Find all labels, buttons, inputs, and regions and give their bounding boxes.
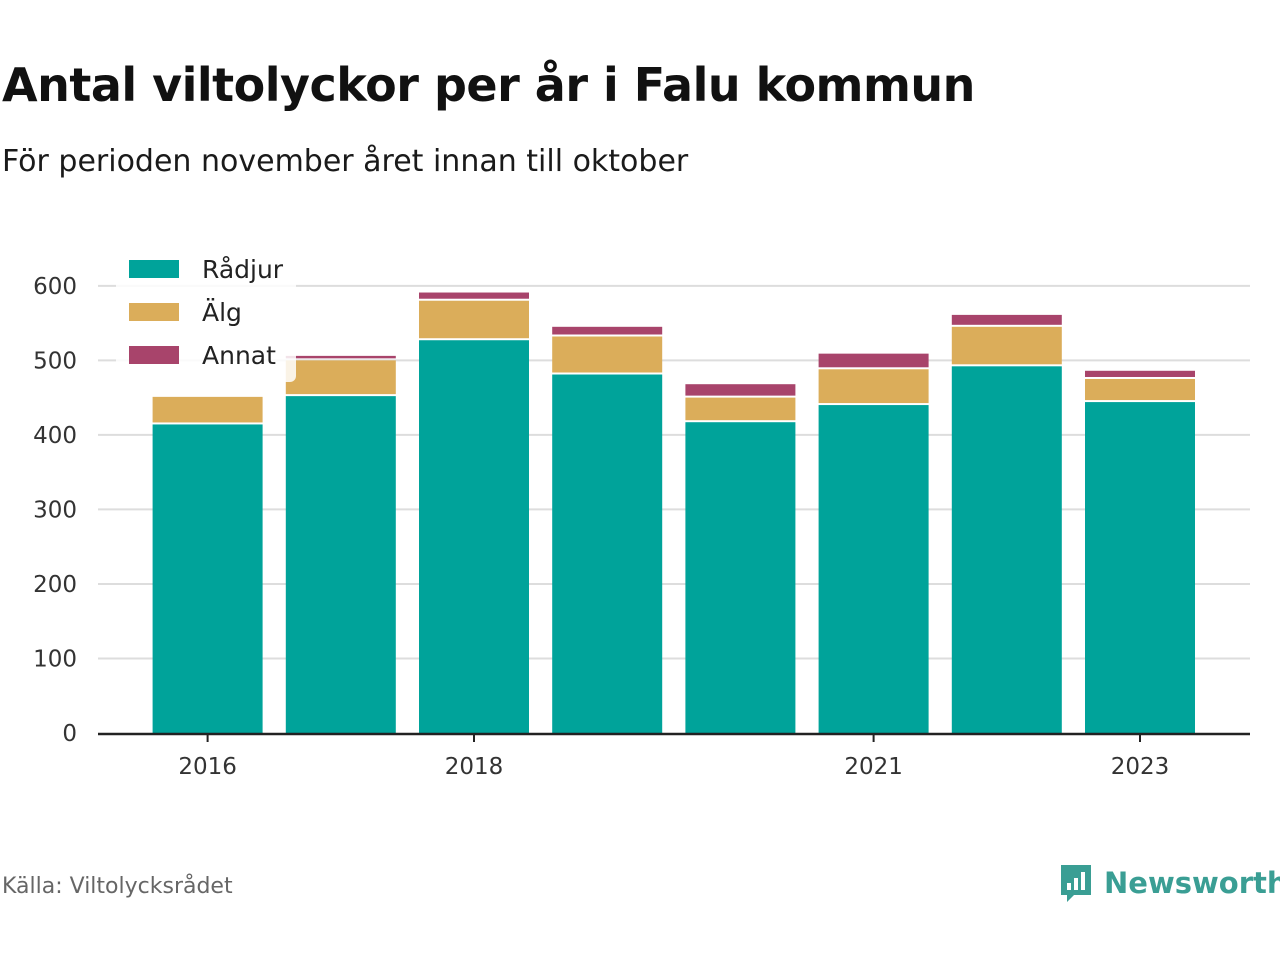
legend-label: Annat xyxy=(202,341,276,370)
y-tick-label: 200 xyxy=(33,572,77,598)
bar-segment xyxy=(818,405,929,733)
chart-subtitle: För perioden november året innan till ok… xyxy=(2,144,689,179)
bar-segment xyxy=(419,300,529,339)
bar-segment xyxy=(285,396,396,733)
bar-segment xyxy=(1085,370,1195,377)
y-tick-label: 400 xyxy=(33,423,77,449)
bar-segment xyxy=(152,424,263,733)
bar-segment xyxy=(552,336,663,373)
brand-logo: Newsworthy xyxy=(1058,862,1280,904)
chart-title: Antal viltolyckor per år i Falu kommun xyxy=(2,58,975,112)
y-tick-label: 100 xyxy=(33,646,77,672)
x-tick-label: 2023 xyxy=(1111,754,1170,780)
legend-label: Älg xyxy=(202,298,242,327)
y-tick-label: 0 xyxy=(62,721,77,747)
legend-swatch xyxy=(129,346,179,364)
bar-segment xyxy=(152,396,263,423)
legend-swatch xyxy=(129,260,179,278)
x-tick-label: 2018 xyxy=(445,754,504,780)
x-axis-ticks: 2016 2018 2021 2023 xyxy=(178,734,1169,780)
bar-segment xyxy=(685,422,796,733)
y-tick-label: 500 xyxy=(33,348,77,374)
bar-segment xyxy=(419,340,529,733)
bar-segment xyxy=(685,397,796,421)
brand-name: Newsworthy xyxy=(1104,866,1280,900)
bar-segment xyxy=(1085,402,1195,733)
legend-label: Rådjur xyxy=(202,255,284,284)
newsworthy-logo-icon xyxy=(1061,865,1091,902)
legend: Rådjur Älg Annat xyxy=(116,250,296,382)
source-note: Källa: Viltolycksrådet xyxy=(2,874,233,899)
bar-segment xyxy=(818,369,929,404)
bar-segment xyxy=(951,326,1062,365)
bar-segment xyxy=(951,366,1062,733)
legend-swatch xyxy=(129,303,179,321)
y-tick-label: 600 xyxy=(33,274,77,300)
bars xyxy=(152,292,1195,733)
bar-segment xyxy=(685,384,796,396)
bar-segment xyxy=(1085,378,1195,401)
bar-chart: 0 100 200 300 400 500 600 2016 2018 2021 2023 Råd… xyxy=(33,250,1250,780)
bar-segment xyxy=(419,292,529,299)
y-tick-label: 300 xyxy=(33,497,77,523)
bar-segment xyxy=(285,360,396,395)
bar-segment xyxy=(285,355,396,359)
bar-segment xyxy=(552,326,663,335)
y-axis-ticks: 0 100 200 300 400 500 600 xyxy=(33,274,77,747)
bar-segment xyxy=(818,353,929,368)
x-tick-label: 2021 xyxy=(844,754,903,780)
bar-segment xyxy=(951,314,1062,325)
x-tick-label: 2016 xyxy=(178,754,237,780)
bar-segment xyxy=(552,374,663,733)
